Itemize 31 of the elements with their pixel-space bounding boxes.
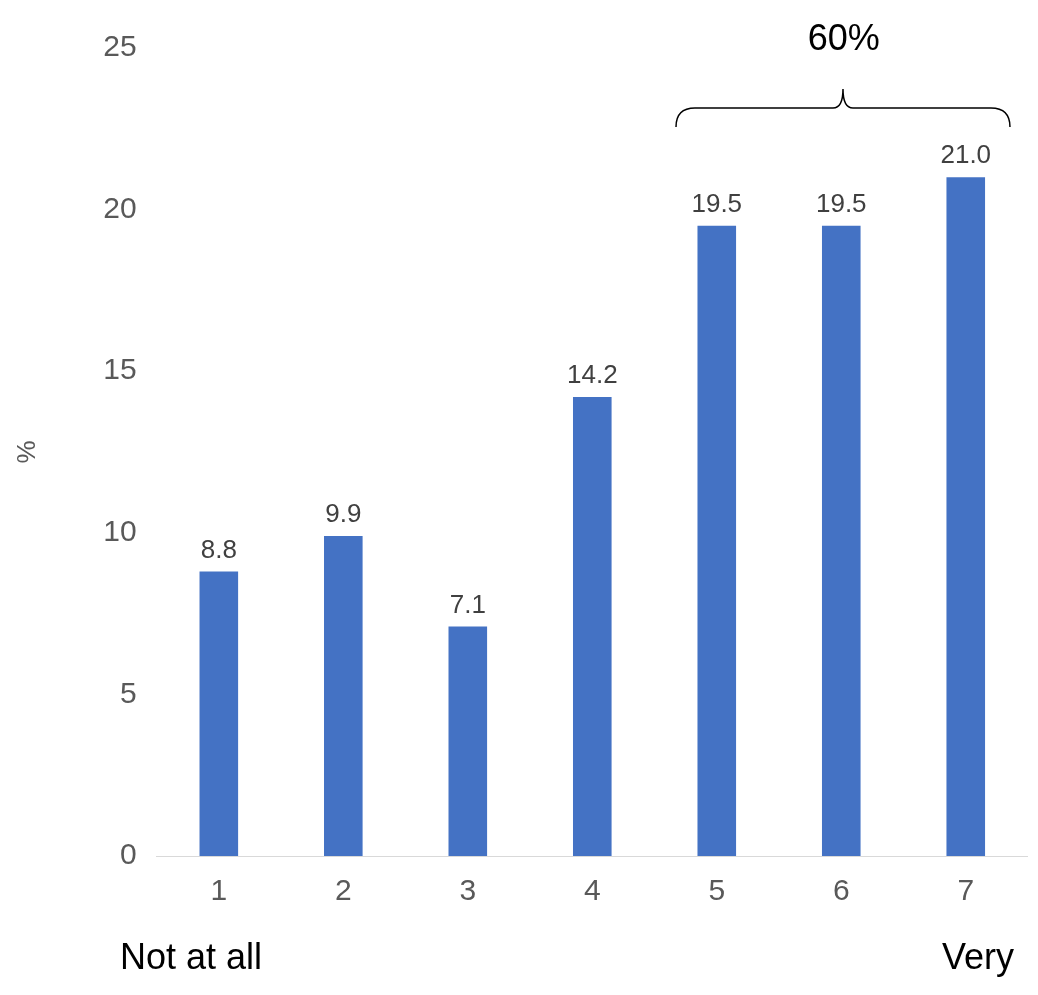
x-tick-label: 5: [708, 873, 726, 907]
data-label: 8.8: [200, 533, 237, 564]
x-tick-label: 7: [957, 873, 975, 907]
x-tick-label: 2: [334, 873, 352, 907]
bar: [697, 225, 737, 856]
data-label: 9.9: [325, 498, 362, 529]
y-tick-label: 15: [103, 352, 137, 386]
data-label: 19.5: [691, 187, 743, 218]
x-tick-label: 6: [832, 873, 850, 907]
bar: [821, 225, 861, 856]
y-tick-label: 0: [119, 837, 137, 871]
bar: [324, 536, 363, 856]
bar: [946, 177, 986, 856]
x-tick-label: 1: [210, 873, 228, 907]
y-tick-label: 10: [103, 514, 137, 548]
y-tick-label: 5: [119, 675, 137, 709]
bar: [199, 571, 239, 856]
text: Very: [941, 936, 1014, 977]
bar: [448, 626, 488, 856]
data-label: 21.0: [940, 139, 992, 170]
bar: [572, 397, 612, 856]
annotation: 60%: [807, 16, 880, 58]
y-tick-label: 25: [103, 29, 137, 63]
data-label: 7.1: [449, 588, 486, 619]
data-label: 19.5: [815, 187, 867, 218]
x-tick-label: 4: [583, 873, 601, 907]
y-axis-title: %: [10, 440, 41, 464]
x-tick-label: 3: [459, 873, 477, 907]
y-tick-label: 20: [103, 190, 137, 224]
text: Not at all: [120, 936, 263, 977]
data-label: 14.2: [566, 359, 618, 390]
